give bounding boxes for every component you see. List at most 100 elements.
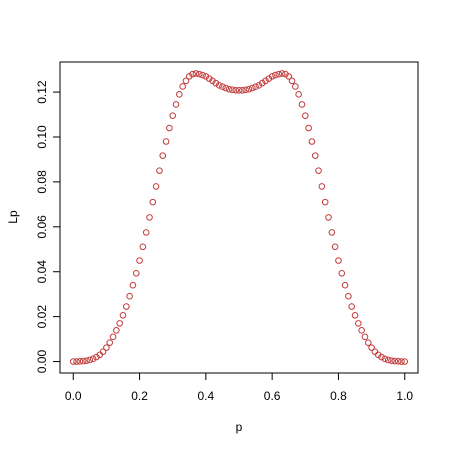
- point: [132, 270, 140, 277]
- x-tick-label: 0.2: [131, 389, 148, 403]
- point: [185, 73, 193, 80]
- point: [335, 257, 342, 264]
- point: [252, 83, 259, 91]
- point: [202, 73, 210, 80]
- point: [401, 358, 409, 365]
- point: [219, 83, 226, 91]
- y-tick-label: 0.08: [35, 170, 49, 194]
- point: [169, 112, 177, 119]
- point: [384, 356, 392, 364]
- point: [305, 124, 312, 132]
- x-tick-label: 0.0: [65, 389, 82, 403]
- point: [295, 91, 302, 98]
- point: [255, 82, 263, 89]
- point: [371, 348, 379, 355]
- point: [331, 243, 339, 251]
- point: [142, 229, 150, 236]
- point: [265, 75, 273, 82]
- point: [235, 86, 243, 94]
- point: [225, 85, 233, 93]
- point: [212, 79, 220, 87]
- point: [258, 79, 266, 87]
- y-tick-label: 0.02: [35, 305, 49, 329]
- point: [242, 86, 249, 94]
- y-tick-label: 0.00: [35, 350, 49, 374]
- point: [182, 77, 190, 85]
- x-tick-label: 1.0: [396, 389, 413, 403]
- point: [116, 320, 123, 327]
- point: [348, 303, 356, 310]
- y-tick-label: 0.04: [35, 260, 49, 284]
- point: [292, 83, 299, 90]
- point: [176, 91, 183, 98]
- point: [301, 112, 309, 119]
- point: [215, 82, 223, 89]
- point: [166, 124, 173, 132]
- point: [103, 344, 110, 351]
- point: [364, 339, 372, 346]
- x-tick-label: 0.8: [330, 389, 347, 403]
- point: [179, 83, 186, 90]
- point: [298, 101, 306, 108]
- point: [159, 152, 167, 159]
- point: [355, 320, 362, 327]
- point: [146, 214, 153, 221]
- point: [89, 355, 97, 363]
- point: [288, 77, 296, 85]
- point: [205, 75, 213, 82]
- point: [341, 281, 349, 289]
- y-tick-label: 0.10: [35, 125, 49, 149]
- point: [361, 333, 369, 341]
- point: [358, 327, 365, 334]
- point: [398, 358, 405, 365]
- point: [79, 357, 87, 365]
- point: [109, 333, 117, 341]
- point: [388, 357, 395, 364]
- point: [245, 85, 253, 93]
- point: [394, 358, 402, 365]
- point: [338, 270, 346, 277]
- point: [368, 344, 375, 351]
- point: [391, 357, 399, 365]
- point: [113, 327, 120, 334]
- point: [106, 339, 114, 346]
- plot-frame: [59, 61, 419, 374]
- y-tick-label: 0.06: [35, 215, 49, 239]
- point: [381, 355, 389, 363]
- point: [222, 84, 230, 92]
- point: [262, 77, 269, 85]
- point: [152, 183, 160, 190]
- point: [275, 70, 283, 78]
- point: [378, 353, 385, 361]
- point: [328, 229, 336, 236]
- point: [229, 86, 236, 94]
- point: [285, 73, 293, 80]
- point: [374, 351, 382, 359]
- point: [308, 138, 316, 145]
- point: [325, 214, 332, 221]
- point: [93, 353, 100, 361]
- point: [311, 152, 319, 159]
- point: [199, 71, 206, 79]
- x-axis-title: p: [236, 420, 243, 434]
- point: [351, 311, 359, 319]
- point: [282, 70, 289, 78]
- point: [119, 311, 127, 319]
- point: [195, 70, 203, 78]
- point: [232, 86, 239, 94]
- point: [268, 73, 276, 80]
- point: [189, 70, 196, 78]
- point: [149, 198, 157, 206]
- x-tick-label: 0.6: [264, 389, 281, 403]
- point: [272, 71, 279, 79]
- point: [239, 86, 246, 94]
- point: [76, 358, 84, 365]
- point: [192, 70, 200, 77]
- point: [73, 358, 80, 365]
- point: [345, 292, 352, 300]
- point: [86, 356, 94, 364]
- point: [318, 183, 326, 190]
- point: [248, 84, 256, 92]
- point: [126, 292, 133, 300]
